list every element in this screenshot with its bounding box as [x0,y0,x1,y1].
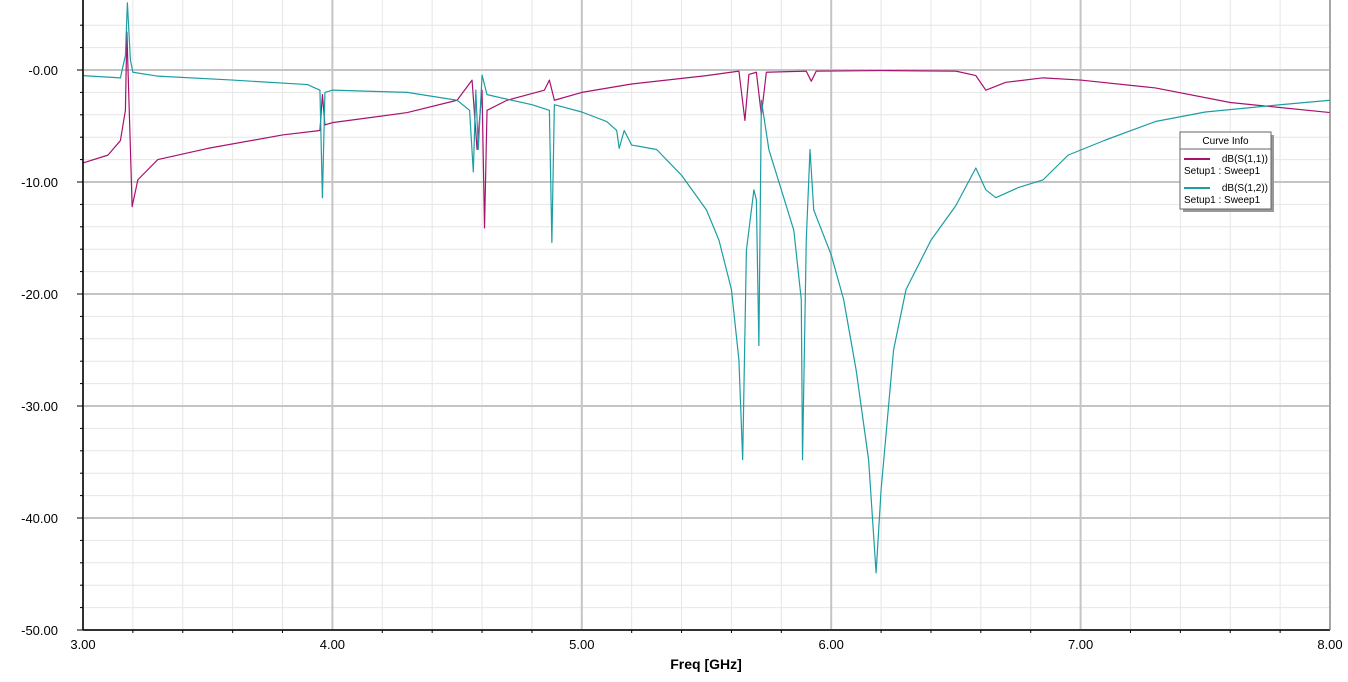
x-tick-label: 3.00 [70,637,95,652]
x-tick-label: 8.00 [1317,637,1342,652]
plot-area [82,2,1331,574]
y-tick-label: -0.00 [28,63,58,78]
legend-setup: Setup1 : Sweep1 [1184,166,1261,177]
legend-title: Curve Info [1202,136,1249,147]
y-tick-label: -50.00 [21,623,58,638]
x-tick-label: 6.00 [819,637,844,652]
legend-label: dB(S(1,2)) [1222,183,1268,194]
x-tick-label: 7.00 [1068,637,1093,652]
legend-setup: Setup1 : Sweep1 [1184,195,1261,206]
y-tick-label: -20.00 [21,287,58,302]
series-line [82,31,1331,229]
x-tick-label: 4.00 [320,637,345,652]
legend-box [1179,131,1272,210]
legend-label: dB(S(1,1)) [1222,154,1268,165]
y-tick-label: -40.00 [21,511,58,526]
x-tick-label: 5.00 [569,637,594,652]
series-line [82,2,1331,574]
axes: 3.00 4.00 5.00 6.00 7.00 8.00 -50.00 -40.00 -30.… [21,0,1343,652]
x-axis-label: Freq [GHz] [670,656,742,672]
y-tick-label: -10.00 [21,175,58,190]
y-tick-label: -30.00 [21,399,58,414]
